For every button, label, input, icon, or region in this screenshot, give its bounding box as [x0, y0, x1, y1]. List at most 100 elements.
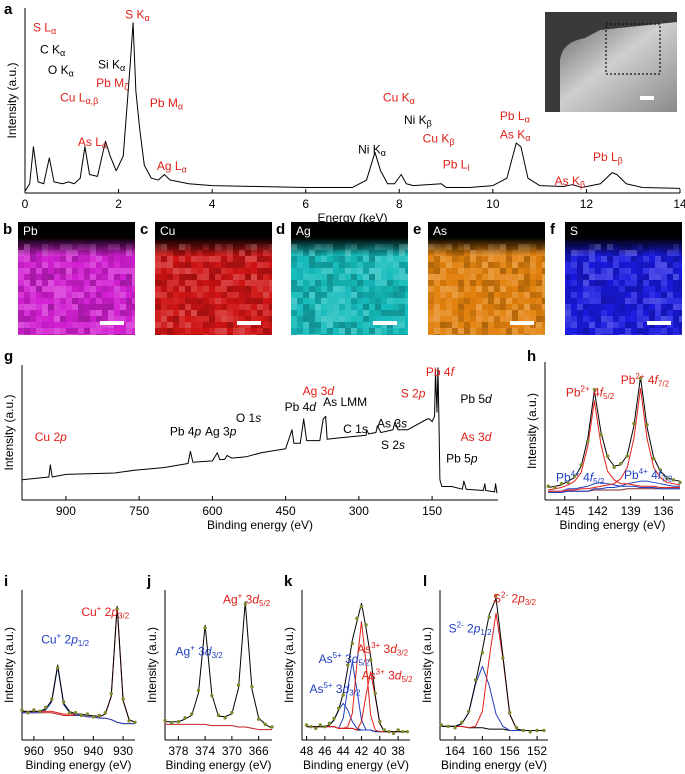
map-pixel [428, 328, 434, 334]
map-pixel [215, 286, 221, 292]
map-pixel [114, 250, 120, 256]
map-pixel [24, 322, 30, 328]
map-pixel [369, 268, 375, 274]
map-pixel [263, 334, 269, 335]
map-pixel [625, 316, 631, 322]
map-pixel [589, 280, 595, 286]
map-pixel [405, 268, 408, 274]
map-pixel [476, 310, 482, 316]
annotation-part: d [205, 645, 212, 659]
map-pixel [227, 334, 233, 335]
map-pixel [209, 280, 215, 286]
map-pixel [351, 262, 357, 268]
map-pixel [179, 316, 185, 322]
map-pixel [303, 304, 309, 310]
map-pixel [185, 316, 191, 322]
data-point [535, 728, 539, 733]
map-pixel [363, 310, 369, 316]
annotation-part: Pb M [96, 76, 124, 90]
panel-letter: c [140, 221, 148, 238]
map-pixel [428, 322, 434, 328]
map-pixel [303, 328, 309, 334]
map-pixel [428, 268, 434, 274]
x-tick-label: 960 [24, 744, 44, 758]
data-point [368, 658, 373, 662]
map-pixel [494, 256, 500, 262]
map-pixel [649, 274, 655, 280]
map-pixel [197, 268, 203, 274]
annotation-part: 2- [501, 591, 508, 600]
map-pixel [458, 304, 464, 310]
map-pixel [203, 280, 209, 286]
map-pixel [114, 316, 120, 322]
annotation-part: 3 [333, 682, 343, 696]
map-pixel [42, 268, 48, 274]
map-pixel [399, 268, 405, 274]
map-pixel [345, 334, 351, 335]
map-pixel [315, 334, 321, 335]
map-pixel [506, 328, 512, 334]
map-pixel [245, 256, 251, 262]
map-pixel [185, 268, 191, 274]
map-pixel [601, 274, 607, 280]
map-pixel [339, 262, 345, 268]
map-pixel [102, 316, 108, 322]
map-pixel [303, 250, 309, 256]
map-pixel [345, 292, 351, 298]
map-pixel [434, 304, 440, 310]
map-pixel [60, 274, 66, 280]
map-pixel [565, 310, 571, 316]
map-pixel [470, 310, 476, 316]
map-pixel [233, 310, 239, 316]
map-pixel [90, 322, 96, 328]
map-pixel [321, 334, 327, 335]
annotation-part: As [319, 652, 333, 666]
map-pixel [405, 262, 408, 268]
map-pixel [524, 328, 530, 334]
map-pixel [96, 244, 102, 250]
map-pixel [339, 292, 345, 298]
element-map: Agd [276, 221, 408, 335]
map-pixel [601, 244, 607, 250]
map-pixel [173, 316, 179, 322]
map-pixel [524, 334, 530, 335]
map-pixel [375, 310, 381, 316]
map-pixel [78, 322, 84, 328]
map-pixel [120, 274, 126, 280]
map-pixel [375, 244, 381, 250]
map-pixel [120, 328, 126, 334]
map-pixel [661, 280, 667, 286]
map-pixel [102, 292, 108, 298]
map-pixel [120, 310, 126, 316]
annotation-part: s [399, 438, 405, 452]
map-pixel [542, 304, 545, 310]
x-tick-label: 900 [56, 504, 76, 518]
map-pixel [227, 286, 233, 292]
map-pixel [161, 256, 167, 262]
map-pixel [506, 262, 512, 268]
map-pixel [132, 286, 135, 292]
annotation: Cu+ 2p1/2 [41, 632, 89, 649]
map-pixel [108, 274, 114, 280]
x-tick-label: 139 [621, 504, 641, 518]
map-pixel [48, 310, 54, 316]
map-pixel [434, 286, 440, 292]
map-pixel [114, 256, 120, 262]
map-pixel [351, 304, 357, 310]
map-pixel [339, 280, 345, 286]
map-pixel [173, 286, 179, 292]
annotation-part: d [352, 652, 359, 666]
map-pixel [315, 298, 321, 304]
map-pixel [440, 310, 446, 316]
map-pixel [655, 298, 661, 304]
map-pixel [631, 328, 637, 334]
annotation-part: d [485, 430, 492, 444]
map-label: Ag [296, 224, 311, 238]
data-point [44, 705, 48, 709]
map-pixel [494, 328, 500, 334]
map-pixel [173, 280, 179, 286]
map-pixel [625, 292, 631, 298]
map-pixel [132, 334, 135, 335]
map-pixel [536, 292, 542, 298]
